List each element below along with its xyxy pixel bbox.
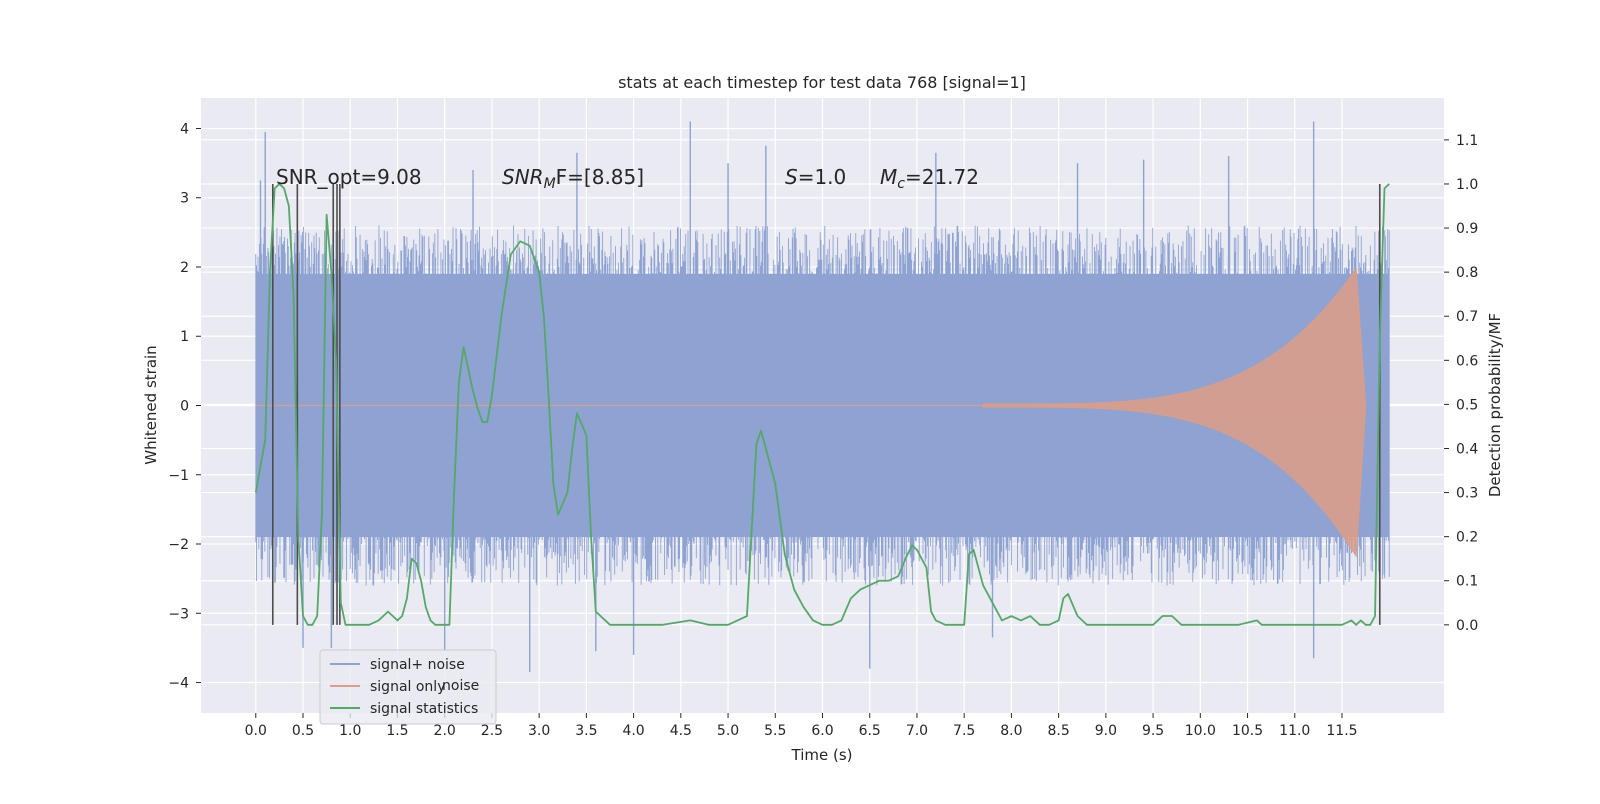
y2-tick-label: 0.6	[1456, 353, 1478, 369]
x-tick-label: 9.0	[1095, 723, 1117, 739]
x-tick-label: 4.0	[622, 723, 644, 739]
y2-tick-label: 0.5	[1456, 397, 1478, 413]
x-tick-label: 6.0	[811, 723, 833, 739]
annotation-snr-mf: SNRMF=[8.85]	[502, 165, 644, 192]
x-tick-label: 4.5	[670, 723, 692, 739]
y2-tick-label: 0.1	[1456, 574, 1478, 590]
x-tick-label: 8.0	[1000, 723, 1022, 739]
y2-tick-label: 1.1	[1456, 133, 1478, 149]
chart-title: stats at each timestep for test data 768…	[618, 73, 1026, 92]
y-tick-label: 4	[180, 121, 189, 137]
x-tick-label: 6.5	[859, 723, 881, 739]
x-axis-ticks: 0.0 0.5 1.0 1.5 2.0 2.5 3.0 3.5 4.0 4.5 5.0 5.5 6.0 6…	[245, 713, 1358, 739]
y-axis-label: Whitened strain	[142, 345, 160, 464]
x-tick-label: 11.5	[1326, 723, 1357, 739]
x-tick-label: 0.0	[245, 723, 267, 739]
y-tick-label: −4	[168, 676, 189, 692]
legend-label-signal-only: signal only	[370, 679, 445, 695]
x-tick-label: 5.5	[764, 723, 786, 739]
y2-tick-label: 1.0	[1456, 177, 1478, 193]
x-tick-label: 11.0	[1279, 723, 1310, 739]
x-tick-label: 9.5	[1142, 723, 1164, 739]
legend: noise signal+ noise signal only signal s…	[319, 649, 497, 725]
signal-only-series	[255, 266, 1367, 558]
y2-tick-label: 0.0	[1456, 618, 1478, 634]
y-tick-label: 2	[180, 260, 189, 276]
legend-ghost-text: noise	[442, 678, 479, 694]
legend-label-signal-statistics: signal statistics	[370, 701, 478, 717]
y-tick-label: 0	[180, 399, 189, 415]
y2-axis-label: Detection probability/MF	[1486, 313, 1504, 497]
x-tick-label: 2.0	[434, 723, 456, 739]
signal-statistics-series	[254, 183, 1390, 626]
annotation-mc: Mc=21.72	[880, 165, 979, 192]
x-tick-label: 3.5	[575, 723, 597, 739]
y2-tick-label: 0.3	[1456, 486, 1478, 502]
y-tick-label: −1	[168, 468, 189, 484]
x-tick-label: 3.0	[528, 723, 550, 739]
y2-tick-label: 0.8	[1456, 265, 1478, 281]
x-tick-label: 5.0	[717, 723, 739, 739]
statistics-line	[254, 183, 1390, 626]
y-tick-label: 1	[180, 329, 189, 345]
x-tick-label: 7.0	[906, 723, 928, 739]
y2-axis-ticks: 0.0 0.1 0.2 0.3 0.4 0.5 0.6 0.7 0.8 0.9 1.0 1.1	[1444, 133, 1478, 634]
signal-only-envelope	[982, 266, 1367, 558]
y-tick-label: −2	[168, 537, 189, 553]
x-axis-label: Time (s)	[791, 746, 853, 764]
legend-box	[319, 649, 497, 725]
x-tick-label: 1.0	[339, 723, 361, 739]
y-axis-ticks: −4 −3 −2 −1 0 1 2 3 4	[168, 121, 201, 692]
x-tick-label: 1.5	[386, 723, 408, 739]
x-tick-label: 0.5	[292, 723, 314, 739]
y2-tick-label: 0.2	[1456, 530, 1478, 546]
x-tick-label: 7.5	[953, 723, 975, 739]
x-tick-label: 10.5	[1232, 723, 1263, 739]
legend-label-signal-noise: signal+ noise	[370, 657, 465, 673]
y2-tick-label: 0.9	[1456, 221, 1478, 237]
y2-tick-label: 0.4	[1456, 441, 1478, 457]
x-tick-label: 10.0	[1185, 723, 1216, 739]
x-tick-label: 8.5	[1047, 723, 1069, 739]
annotation-snr-opt: SNR_opt=9.08	[276, 165, 422, 189]
x-tick-label: 2.5	[481, 723, 503, 739]
y2-tick-label: 0.7	[1456, 309, 1478, 325]
y-tick-label: −3	[168, 606, 189, 622]
y-tick-label: 3	[180, 191, 189, 207]
event-markers	[271, 183, 1381, 625]
annotation-s: S=1.0	[785, 165, 846, 189]
